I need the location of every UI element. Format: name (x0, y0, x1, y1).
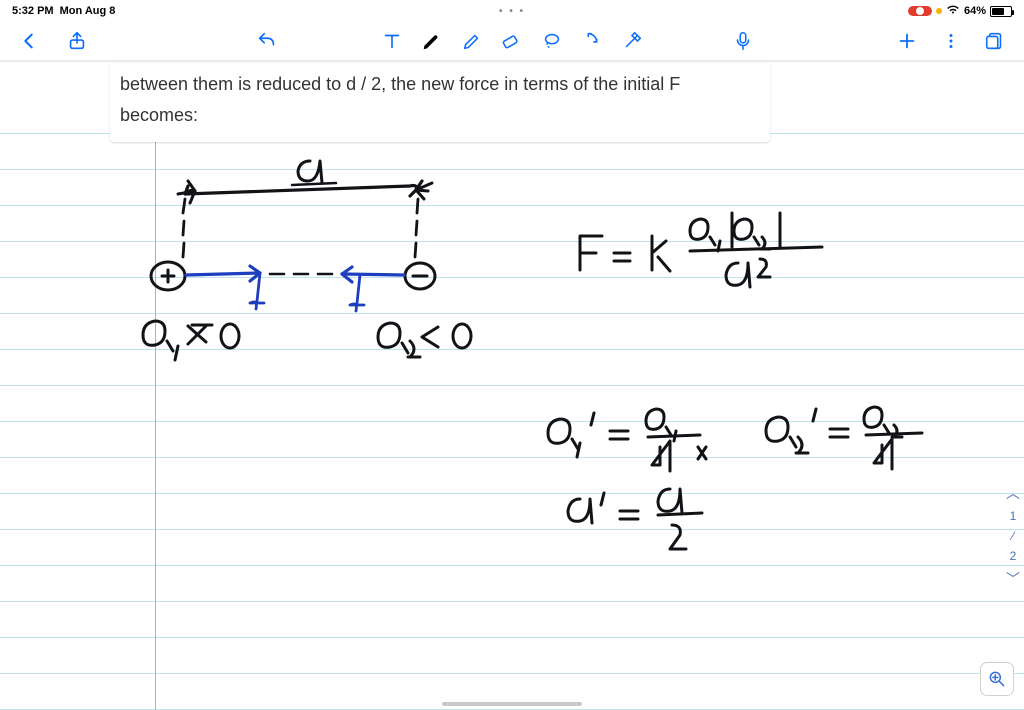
wifi-icon (946, 4, 960, 18)
camera-indicator: • • • (499, 6, 525, 17)
magnifier-plus-icon (987, 669, 1007, 689)
page-down-button[interactable]: ﹀ (1006, 569, 1020, 589)
lasso-tool-button[interactable] (539, 28, 565, 54)
share-button[interactable] (64, 28, 90, 54)
stylus-tool-button[interactable] (619, 28, 645, 54)
handwriting-layer (100, 141, 960, 701)
status-left: 5:32 PM Mon Aug 8 (12, 5, 115, 17)
page-current: 1 (1010, 509, 1017, 523)
add-button[interactable] (894, 28, 920, 54)
status-bar: 5:32 PM Mon Aug 8 • • • 64% (0, 0, 1024, 22)
mic-in-use-dot (936, 8, 942, 14)
status-date: Mon Aug 8 (60, 5, 116, 17)
mic-button[interactable] (730, 28, 756, 54)
battery-percent: 64% (964, 5, 986, 17)
page-navigator: ︿ 1 ⁄ 2 ﹀ (1006, 483, 1020, 589)
battery-icon (990, 6, 1012, 17)
zoom-in-button[interactable] (980, 662, 1014, 696)
app-toolbar (0, 22, 1024, 60)
note-canvas[interactable]: between them is reduced to d / 2, the ne… (0, 63, 1024, 710)
page-total: 2 (1010, 549, 1017, 563)
screen-record-pill[interactable] (908, 6, 932, 16)
undo-button[interactable] (254, 28, 280, 54)
home-indicator[interactable] (442, 702, 582, 706)
highlighter-tool-button[interactable] (459, 28, 485, 54)
more-button[interactable] (938, 28, 964, 54)
problem-text-box: between them is reduced to d / 2, the ne… (110, 63, 770, 142)
record-icon (916, 7, 924, 15)
status-time: 5:32 PM (12, 5, 54, 17)
status-right: 64% (908, 4, 1012, 18)
text-tool-button[interactable] (379, 28, 405, 54)
eraser-tool-button[interactable] (499, 28, 525, 54)
page-up-button[interactable]: ︿ (1006, 483, 1020, 503)
back-button[interactable] (16, 28, 42, 54)
page-sep: ⁄ (1012, 529, 1014, 543)
problem-line-2: becomes: (120, 100, 760, 131)
problem-line-1: between them is reduced to d / 2, the ne… (120, 69, 760, 100)
shape-tool-button[interactable] (579, 28, 605, 54)
pen-tool-button[interactable] (419, 28, 445, 54)
pages-button[interactable] (982, 28, 1008, 54)
